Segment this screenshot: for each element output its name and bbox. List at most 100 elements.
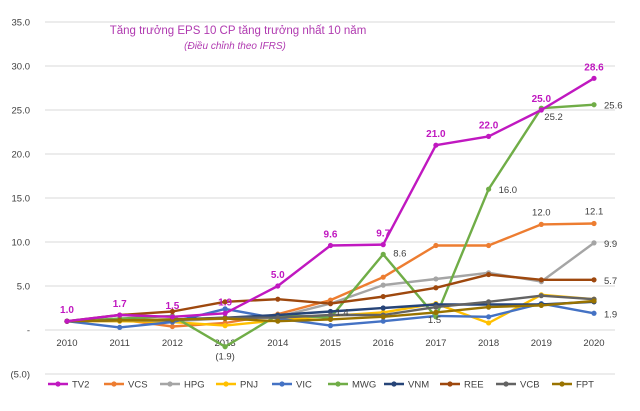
data-point	[591, 277, 597, 283]
y-axis-ticks: 35.0 30.0 25.0 20.0 15.0 10.0 5.0 - (5.0)	[10, 18, 30, 381]
x-axis-ticks: 2010 2011 2012 2013 2014 2015 2016 2017 2018 2019…	[56, 338, 604, 349]
data-point	[538, 221, 544, 227]
data-point	[591, 102, 597, 108]
data-point	[380, 274, 386, 280]
data-point	[433, 309, 439, 315]
data-label-tv2: 28.6	[584, 62, 604, 73]
data-point	[117, 317, 123, 323]
data-label-mwg: (1.9)	[215, 352, 235, 363]
legend-label: FPT	[576, 380, 594, 391]
data-point	[486, 242, 492, 249]
legend-label: HPG	[184, 380, 205, 391]
legend-marker	[335, 381, 341, 387]
data-label-mwg: 25.2	[544, 112, 563, 123]
legend-item-vcs: VCS	[104, 380, 148, 391]
x-tick-label: 2020	[583, 338, 604, 349]
y-tick-label: 10.0	[12, 238, 31, 249]
data-point	[591, 220, 597, 227]
legend-label: REE	[464, 380, 484, 391]
data-point	[433, 304, 439, 310]
y-tick-label: 30.0	[12, 62, 31, 73]
legend-item-hpg: HPG	[160, 380, 205, 391]
data-label-tv2: 5.0	[271, 270, 285, 281]
data-label-mwg: 25.6	[604, 101, 623, 112]
series-ree	[64, 271, 597, 324]
legend-item-ree: REE	[440, 380, 484, 391]
legend-item-fpt: FPT	[552, 380, 594, 391]
data-point	[591, 310, 597, 316]
legend-label: TV2	[72, 380, 89, 391]
data-point	[538, 107, 544, 113]
legend-label: VCB	[520, 380, 540, 391]
data-point	[222, 299, 228, 305]
data-point	[117, 324, 123, 330]
x-tick-label: 2010	[56, 338, 77, 349]
data-label-tv2: 21.0	[426, 129, 446, 140]
data-point	[275, 283, 281, 289]
data-point	[538, 293, 544, 299]
legend-marker	[111, 381, 117, 387]
data-point	[222, 323, 228, 329]
data-point	[591, 240, 597, 246]
data-point	[538, 302, 544, 308]
legend-marker	[279, 381, 285, 387]
data-label-tv2: 1.9	[218, 297, 232, 308]
x-tick-label: 2014	[267, 338, 288, 349]
data-point	[117, 312, 123, 318]
legend-marker	[223, 381, 229, 387]
series-tv2	[64, 75, 597, 324]
legend-item-vic: VIC	[272, 380, 312, 391]
data-point	[169, 323, 175, 330]
data-point	[486, 304, 492, 310]
data-point	[538, 277, 544, 283]
data-point	[327, 316, 334, 323]
series-lines	[64, 75, 597, 350]
data-point	[486, 133, 492, 139]
legend-label: VIC	[296, 380, 312, 391]
data-point	[486, 299, 492, 305]
data-label-mwg: 8.6	[393, 248, 406, 259]
data-label-tv2: 9.7	[376, 229, 390, 240]
x-tick-label: 2011	[109, 338, 129, 349]
y-tick-label: 35.0	[12, 18, 31, 29]
series-line	[66, 77, 595, 323]
legend-label: PNJ	[240, 380, 258, 391]
x-tick-label: 2015	[320, 338, 341, 349]
data-point	[380, 318, 386, 324]
data-point	[486, 271, 492, 278]
data-point	[222, 306, 228, 312]
data-label-tv2: 1.7	[113, 299, 127, 310]
data-point	[169, 308, 175, 315]
gridlines	[45, 21, 615, 375]
legend-item-vnm: VNM	[384, 380, 429, 391]
y-tick-label: (5.0)	[10, 370, 30, 381]
legend: TV2 VCS HPG PNJ VIC MWG VNM REE VCB FPT	[48, 380, 594, 391]
data-point	[433, 142, 439, 148]
legend-marker	[167, 381, 173, 387]
data-point	[222, 344, 228, 350]
data-label-mwg: 1.5	[428, 315, 441, 326]
data-label-vcs: 12.1	[585, 207, 604, 218]
y-tick-label: -	[27, 326, 30, 337]
legend-marker	[391, 381, 397, 387]
data-point	[433, 276, 439, 282]
data-point	[327, 323, 334, 329]
legend-item-tv2: TV2	[48, 380, 89, 391]
data-point	[433, 314, 439, 320]
data-point	[486, 186, 492, 192]
data-label-tv2: 22.0	[479, 120, 499, 131]
data-point	[327, 301, 334, 307]
data-point	[433, 242, 439, 249]
data-point	[433, 285, 439, 291]
x-tick-label: 2018	[478, 338, 499, 349]
data-point	[591, 75, 597, 81]
data-point	[380, 314, 386, 320]
data-point	[380, 305, 386, 311]
x-tick-label: 2017	[425, 338, 446, 349]
legend-label: VCS	[128, 380, 148, 391]
data-point	[380, 293, 386, 300]
x-tick-label: 2016	[373, 338, 394, 349]
data-point	[591, 298, 597, 304]
y-tick-label: 25.0	[12, 106, 31, 117]
